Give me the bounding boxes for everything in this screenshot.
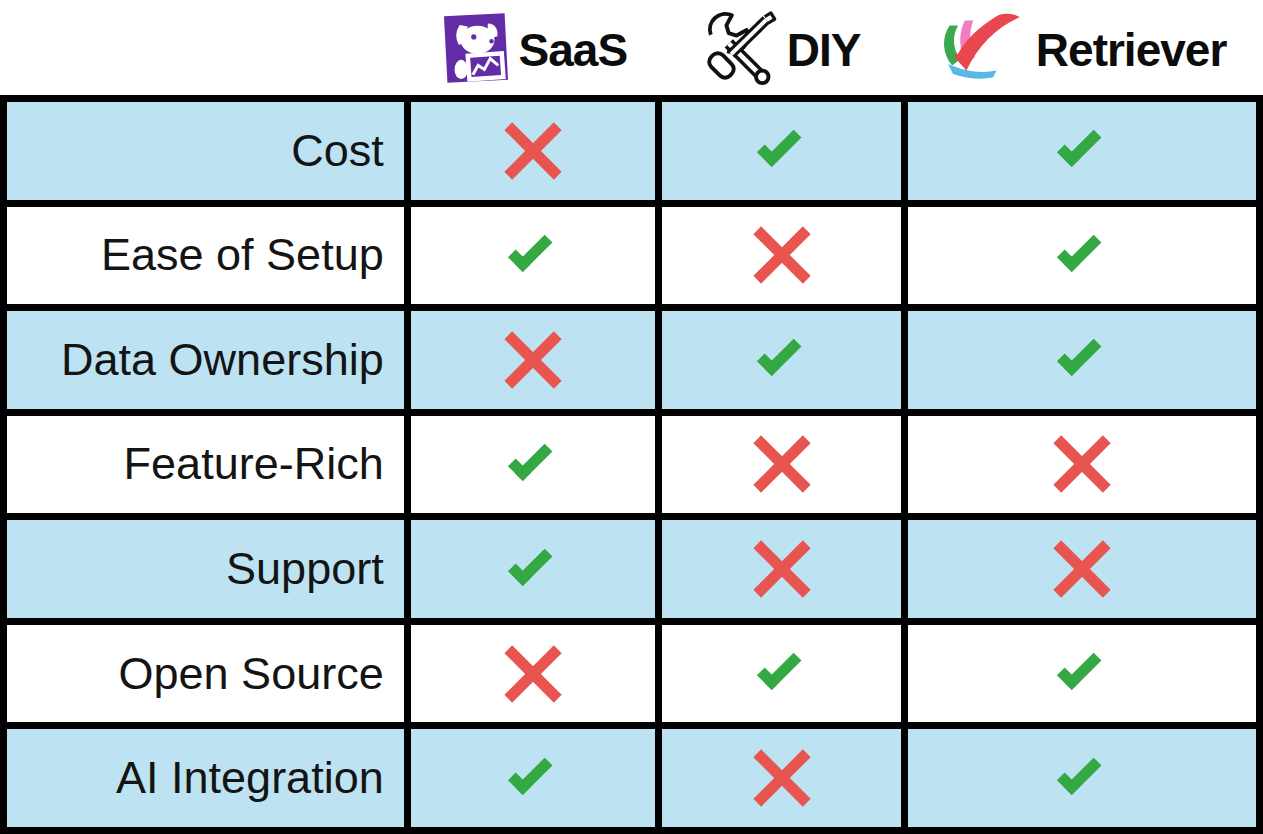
check-icon <box>1057 123 1102 168</box>
table-header: SaaS DIY <box>0 0 1263 95</box>
table-cell <box>908 311 1256 409</box>
row-label-support: Support <box>7 520 404 618</box>
check-icon <box>508 541 553 586</box>
check-icon <box>1057 332 1102 377</box>
table-cell <box>411 625 655 723</box>
table-cell <box>908 416 1256 514</box>
comparison-table: Cost Ease of Setup Data Ownership Featur… <box>0 95 1263 834</box>
table-cell <box>662 311 901 409</box>
table-cell <box>662 729 901 827</box>
check-icon <box>1057 646 1102 691</box>
column-header-label: Retriever <box>1036 23 1226 77</box>
table-cell <box>411 102 655 200</box>
row-label-open-source: Open Source <box>7 625 404 723</box>
cross-icon <box>505 646 561 702</box>
row-label-ease-of-setup: Ease of Setup <box>7 207 404 305</box>
table-cell <box>411 207 655 305</box>
row-label-ai-integration: AI Integration <box>7 729 404 827</box>
table-cell <box>662 102 901 200</box>
cross-icon <box>754 750 810 806</box>
cross-icon <box>754 436 810 492</box>
table-cell <box>411 729 655 827</box>
check-icon <box>1057 227 1102 272</box>
datadog-icon <box>439 8 513 92</box>
check-icon <box>756 332 801 377</box>
check-icon <box>756 646 801 691</box>
table-cell <box>908 102 1256 200</box>
row-label-cost: Cost <box>7 102 404 200</box>
table-cell <box>908 520 1256 618</box>
table-cell <box>662 207 901 305</box>
column-header-retriever: Retriever <box>908 4 1256 95</box>
tools-icon <box>703 9 781 91</box>
cross-icon <box>505 332 561 388</box>
column-header-diy: DIY <box>662 4 901 95</box>
row-label-feature-rich: Feature-Rich <box>7 416 404 514</box>
cross-icon <box>1054 541 1110 597</box>
table-cell <box>411 520 655 618</box>
column-header-label: DIY <box>787 23 861 77</box>
table-cell <box>411 416 655 514</box>
column-header-label: SaaS <box>519 23 628 77</box>
table-cell <box>908 625 1256 723</box>
cross-icon <box>505 123 561 179</box>
check-icon <box>508 227 553 272</box>
table-cell <box>662 520 901 618</box>
check-icon <box>756 123 801 168</box>
table-cell <box>908 207 1256 305</box>
column-header-saas: SaaS <box>411 4 655 95</box>
header-empty-cell <box>7 4 404 95</box>
check-icon <box>508 437 553 482</box>
table-cell <box>908 729 1256 827</box>
check-icon <box>1057 750 1102 795</box>
cross-icon <box>1054 436 1110 492</box>
cross-icon <box>754 227 810 283</box>
cross-icon <box>754 541 810 597</box>
table-cell <box>411 311 655 409</box>
check-icon <box>508 750 553 795</box>
row-label-data-ownership: Data Ownership <box>7 311 404 409</box>
table-cell <box>662 416 901 514</box>
table-cell <box>662 625 901 723</box>
comparison-page: SaaS DIY <box>0 0 1263 834</box>
retriever-logo-icon <box>938 11 1030 89</box>
